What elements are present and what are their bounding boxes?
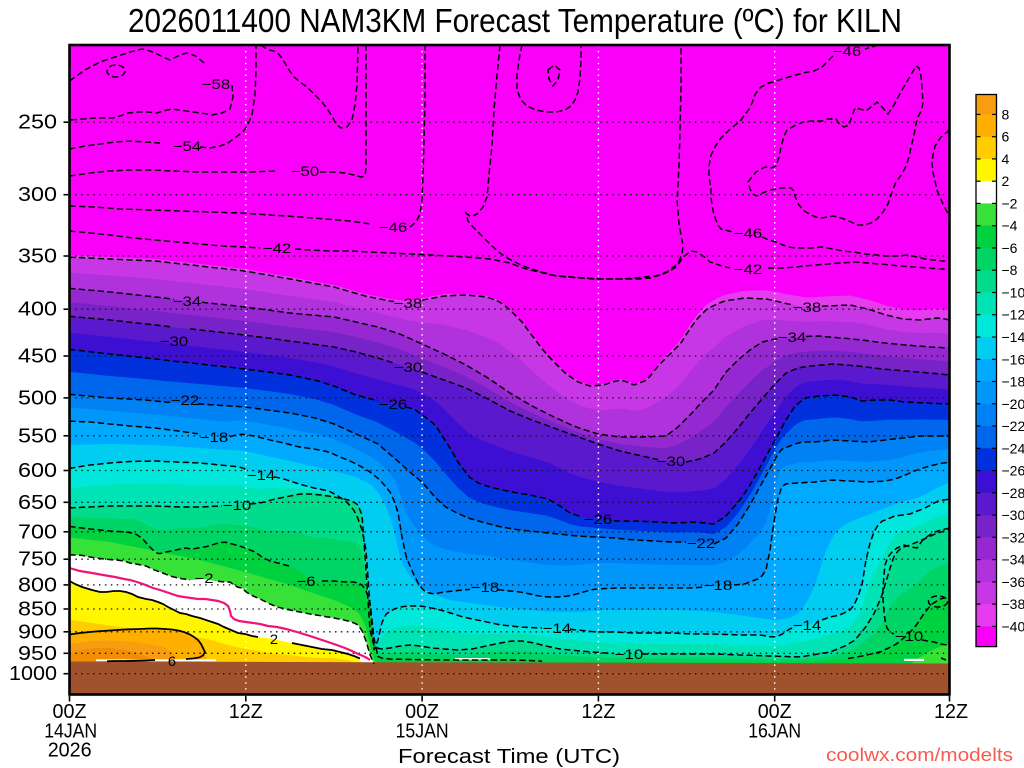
svg-text:−10: −10 bbox=[895, 628, 924, 644]
svg-text:−4: −4 bbox=[1002, 218, 1018, 234]
svg-text:−30: −30 bbox=[657, 453, 686, 469]
svg-text:2026011400 NAM3KM Forecast Tem: 2026011400 NAM3KM Forecast Temperature (… bbox=[128, 2, 902, 39]
svg-text:300: 300 bbox=[18, 184, 57, 206]
svg-text:−2: −2 bbox=[195, 570, 214, 586]
svg-text:−12: −12 bbox=[1002, 307, 1024, 323]
svg-text:450: 450 bbox=[18, 346, 57, 368]
svg-text:15JAN: 15JAN bbox=[396, 721, 449, 743]
svg-text:2: 2 bbox=[270, 631, 278, 647]
svg-text:400: 400 bbox=[18, 299, 57, 321]
svg-text:−30: −30 bbox=[394, 359, 423, 375]
svg-text:12Z: 12Z bbox=[934, 701, 968, 723]
svg-text:−14: −14 bbox=[793, 617, 822, 633]
svg-text:−38: −38 bbox=[394, 295, 423, 311]
svg-text:−46: −46 bbox=[833, 43, 862, 59]
svg-text:−24: −24 bbox=[1002, 440, 1024, 456]
svg-text:−14: −14 bbox=[247, 467, 276, 483]
svg-text:250: 250 bbox=[18, 112, 57, 134]
svg-text:−34: −34 bbox=[778, 329, 807, 345]
svg-text:2: 2 bbox=[1002, 173, 1010, 189]
svg-text:−32: −32 bbox=[1002, 529, 1024, 545]
svg-text:14JAN: 14JAN bbox=[44, 721, 97, 743]
svg-text:850: 850 bbox=[18, 599, 57, 621]
svg-text:−38: −38 bbox=[793, 299, 822, 315]
svg-text:00Z: 00Z bbox=[405, 701, 439, 723]
svg-text:−10: −10 bbox=[223, 497, 252, 513]
svg-text:−18: −18 bbox=[704, 577, 733, 593]
svg-text:−10: −10 bbox=[1002, 285, 1024, 301]
svg-text:−46: −46 bbox=[734, 225, 763, 241]
svg-text:750: 750 bbox=[18, 549, 57, 571]
svg-text:900: 900 bbox=[18, 621, 57, 643]
svg-text:350: 350 bbox=[18, 246, 57, 268]
svg-text:00Z: 00Z bbox=[758, 701, 792, 723]
svg-text:−14: −14 bbox=[543, 620, 572, 636]
svg-text:coolwx.com/modelts: coolwx.com/modelts bbox=[826, 745, 1013, 765]
svg-text:600: 600 bbox=[18, 460, 57, 482]
svg-text:8: 8 bbox=[1002, 106, 1010, 122]
svg-text:−18: −18 bbox=[1002, 374, 1024, 390]
svg-text:650: 650 bbox=[18, 492, 57, 514]
svg-text:−22: −22 bbox=[687, 535, 716, 551]
svg-text:6: 6 bbox=[168, 653, 176, 669]
svg-text:4: 4 bbox=[1002, 151, 1010, 167]
svg-text:−34: −34 bbox=[173, 293, 202, 309]
svg-text:550: 550 bbox=[18, 425, 57, 447]
svg-text:800: 800 bbox=[18, 574, 57, 596]
svg-text:−6: −6 bbox=[297, 573, 316, 589]
svg-text:16JAN: 16JAN bbox=[748, 721, 801, 743]
svg-text:700: 700 bbox=[18, 521, 57, 543]
svg-text:−54: −54 bbox=[173, 138, 202, 154]
svg-text:−22: −22 bbox=[171, 392, 200, 408]
svg-text:−50: −50 bbox=[291, 163, 320, 179]
svg-text:−8: −8 bbox=[1002, 262, 1018, 278]
svg-text:−6: −6 bbox=[1002, 240, 1018, 256]
svg-text:950: 950 bbox=[18, 643, 57, 665]
svg-text:−38: −38 bbox=[1002, 596, 1024, 612]
svg-text:−26: −26 bbox=[379, 396, 408, 412]
svg-text:−40: −40 bbox=[1002, 618, 1024, 634]
svg-text:2026: 2026 bbox=[48, 740, 92, 762]
svg-text:−36: −36 bbox=[1002, 574, 1024, 590]
svg-text:−28: −28 bbox=[1002, 485, 1024, 501]
svg-text:−14: −14 bbox=[1002, 329, 1024, 345]
svg-text:−42: −42 bbox=[263, 240, 292, 256]
svg-text:−22: −22 bbox=[1002, 418, 1024, 434]
svg-text:−16: −16 bbox=[1002, 351, 1024, 367]
svg-text:−34: −34 bbox=[1002, 552, 1024, 568]
svg-text:−18: −18 bbox=[471, 579, 500, 595]
svg-text:−30: −30 bbox=[1002, 507, 1024, 523]
svg-text:6: 6 bbox=[1002, 129, 1010, 145]
svg-text:−26: −26 bbox=[584, 511, 613, 527]
svg-text:−20: −20 bbox=[1002, 396, 1024, 412]
svg-text:−46: −46 bbox=[379, 219, 408, 235]
svg-text:500: 500 bbox=[18, 387, 57, 409]
svg-text:−30: −30 bbox=[160, 333, 189, 349]
svg-text:−10: −10 bbox=[615, 646, 644, 662]
svg-text:Forecast Time (UTC): Forecast Time (UTC) bbox=[398, 745, 620, 768]
svg-text:12Z: 12Z bbox=[229, 701, 263, 723]
svg-text:−2: −2 bbox=[1002, 195, 1018, 211]
svg-text:1000: 1000 bbox=[9, 663, 57, 685]
svg-text:−58: −58 bbox=[202, 76, 231, 92]
svg-text:−42: −42 bbox=[734, 261, 763, 277]
svg-text:−18: −18 bbox=[200, 429, 229, 445]
svg-text:00Z: 00Z bbox=[53, 701, 87, 723]
svg-text:12Z: 12Z bbox=[581, 701, 615, 723]
svg-text:−26: −26 bbox=[1002, 463, 1024, 479]
